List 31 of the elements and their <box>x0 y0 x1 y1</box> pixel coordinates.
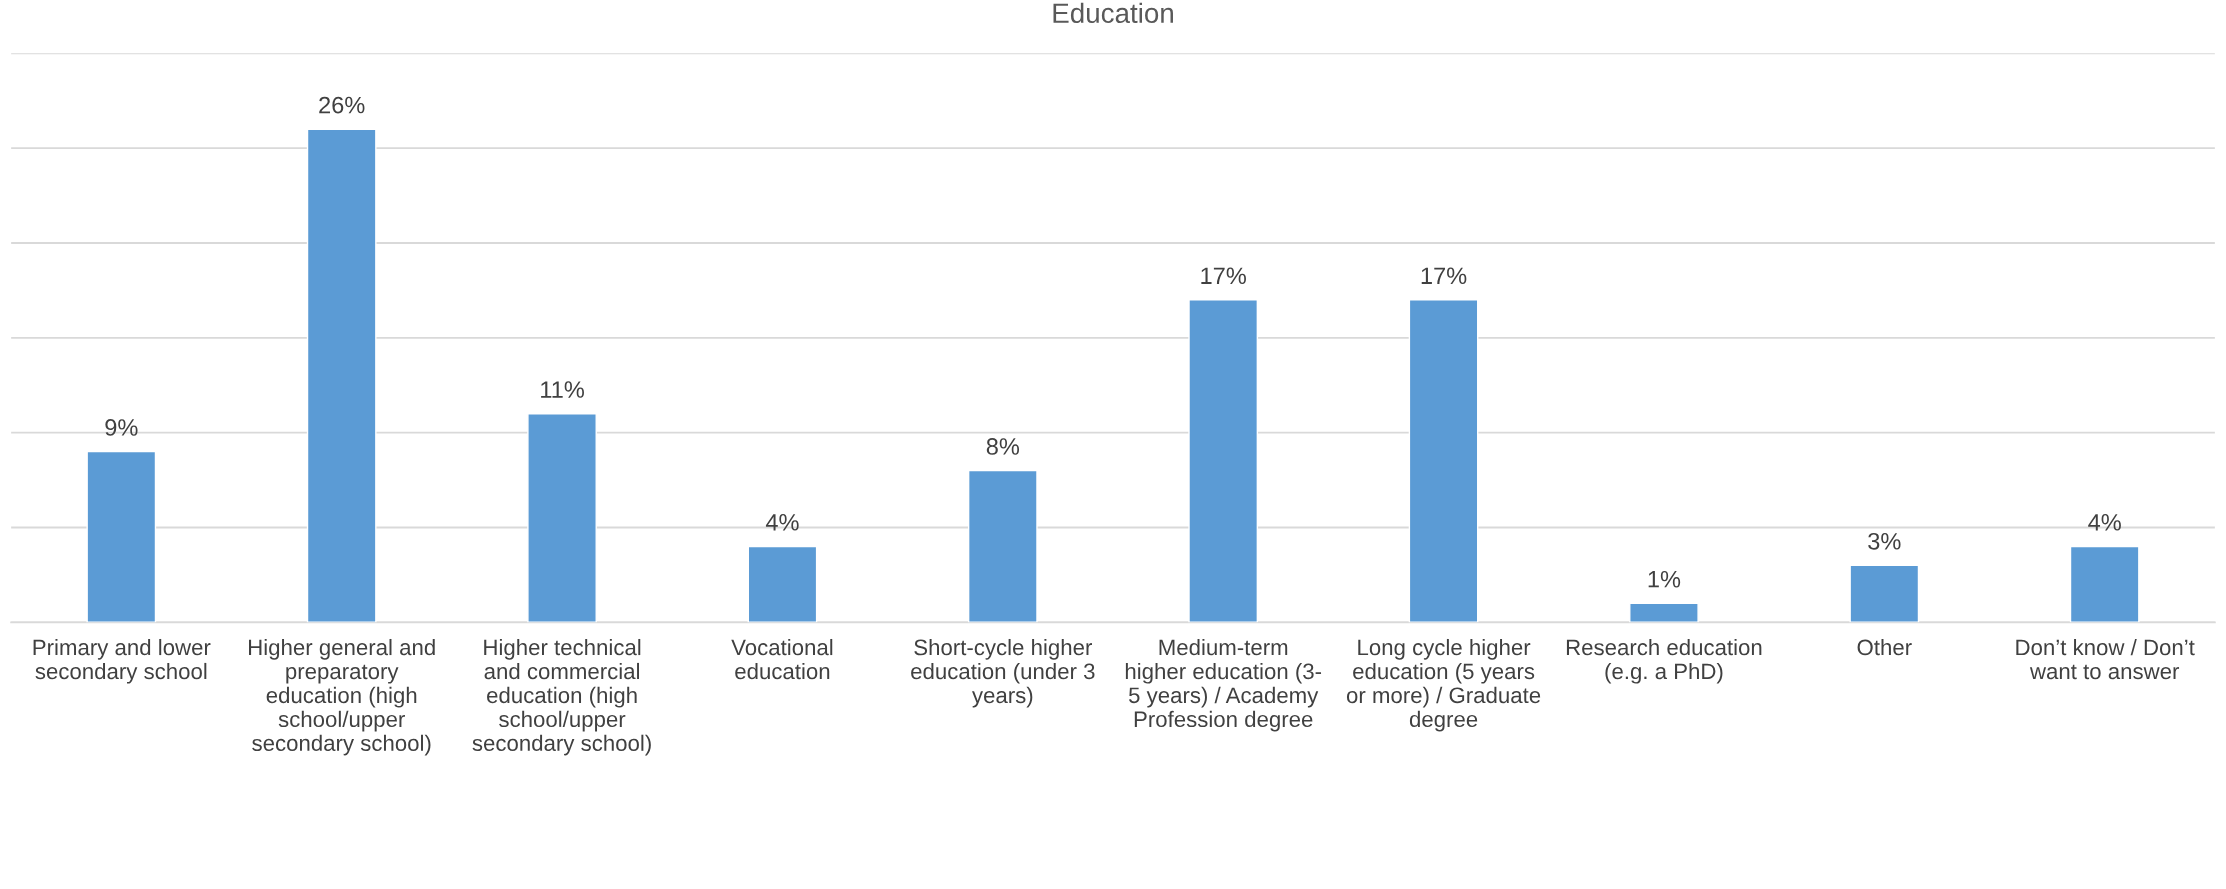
bar <box>1629 602 1699 623</box>
chart-title: Education <box>1053 2 1173 24</box>
bar <box>527 412 597 623</box>
data-label: 17% <box>1421 267 1467 285</box>
data-label: 8% <box>986 438 1020 455</box>
x-tick-label: Higher general and preparatory education (high school/upper secondary school) <box>249 638 435 756</box>
bar <box>2069 545 2140 623</box>
bar <box>1188 299 1259 623</box>
bar <box>86 450 157 623</box>
data-label: 4% <box>2088 514 2121 531</box>
x-tick-label: Research education (e.g. a PhD) <box>1566 638 1762 684</box>
x-tick-label: Vocational education <box>731 638 833 680</box>
x-tick-label: Primary and lower secondary school <box>33 638 211 684</box>
bar <box>1408 299 1479 623</box>
x-tick-label: Medium-term higher education (3- 5 years) / Academy Profession degree <box>1125 638 1322 732</box>
data-label: 26% <box>319 96 365 114</box>
x-tick-label: Other <box>1857 638 1912 656</box>
x-tick-label: Higher technical and commercial education (high school/upper secondary school) <box>472 638 651 756</box>
x-tick-label: Don’t know / Don’t want to answer <box>2016 638 2195 680</box>
bar <box>747 545 818 623</box>
data-label: 11% <box>541 381 584 398</box>
x-tick-label: Long cycle higher education (5 years or more) / Graduate degree <box>1346 638 1541 732</box>
data-label: 1% <box>1648 570 1681 588</box>
data-label: 17% <box>1201 267 1246 285</box>
x-tick-label: Short-cycle higher education (under 3 years) <box>911 638 1095 708</box>
bar <box>1849 564 1920 623</box>
bar <box>967 469 1038 623</box>
data-label: 4% <box>765 514 799 531</box>
data-label: 9% <box>105 419 138 436</box>
data-label: 3% <box>1868 532 1901 550</box>
bar <box>306 128 377 623</box>
